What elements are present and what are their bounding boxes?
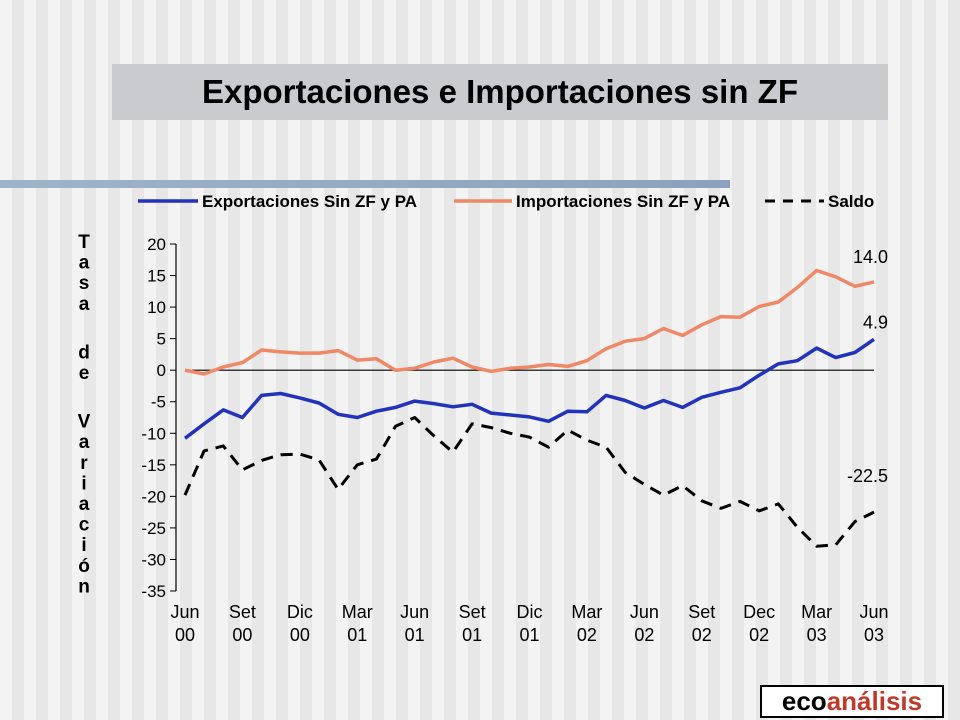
y-tick-label: 15	[147, 267, 166, 286]
y-tick-label: -25	[141, 519, 166, 538]
end-value-label: -22.5	[847, 466, 888, 486]
x-tick-label-year: 02	[749, 625, 769, 645]
x-tick-label: Mar	[571, 602, 602, 622]
logo-part-eco: eco	[781, 686, 827, 716]
x-tick-label-year: 02	[692, 625, 712, 645]
series-line-0	[183, 337, 875, 440]
end-value-label: 4.9	[863, 312, 888, 332]
x-tick-label: Mar	[801, 602, 832, 622]
y-axis-label-letter: c	[79, 515, 90, 536]
y-axis-label-letter: e	[79, 363, 90, 384]
y-tick-label: -10	[141, 424, 166, 443]
x-tick-label: Dic	[287, 602, 313, 622]
slide-title: Exportaciones e Importaciones sin ZF	[202, 73, 798, 110]
x-tick-label-year: 03	[864, 625, 884, 645]
y-axis-label-letter: a	[79, 494, 90, 515]
title-box: Exportaciones e Importaciones sin ZF	[112, 64, 888, 120]
y-axis-label-letter: a	[79, 294, 90, 315]
y-tick-label: 0	[157, 361, 166, 380]
y-axis-label-letter: T	[78, 232, 90, 253]
x-tick-label: Jun	[400, 602, 429, 622]
x-tick-label: Set	[688, 602, 715, 622]
x-tick-label: Dec	[743, 602, 775, 622]
x-tick-label-year: 00	[232, 625, 252, 645]
x-tick-label: Set	[459, 602, 486, 622]
y-axis-label-letter: a	[79, 253, 90, 274]
x-tick-label: Set	[229, 602, 256, 622]
y-axis-label-letter: ó	[78, 556, 90, 577]
x-tick-label-year: 02	[634, 625, 654, 645]
y-tick-label: -30	[141, 550, 166, 569]
x-tick-label-year: 02	[577, 625, 597, 645]
x-tick-label: Jun	[859, 602, 888, 622]
x-tick-label-year: 01	[462, 625, 482, 645]
y-axis-label-letter: a	[79, 432, 90, 453]
y-axis-label-letter: n	[78, 576, 90, 597]
legend-label: Exportaciones Sin ZF y PA	[202, 192, 417, 211]
series-line-2	[183, 416, 875, 548]
x-tick-label-year: 01	[519, 625, 539, 645]
y-tick-label: -15	[141, 456, 166, 475]
y-axis-label-letter: i	[81, 535, 86, 556]
y-tick-label: 10	[147, 298, 166, 317]
x-tick-label-year: 03	[807, 625, 827, 645]
decorative-rule	[0, 180, 730, 188]
x-tick-label-year: 01	[347, 625, 367, 645]
y-axis-label-letter: i	[81, 473, 86, 494]
y-tick-label: -20	[141, 487, 166, 506]
x-tick-label-year: 00	[290, 625, 310, 645]
x-tick-label-year: 01	[405, 625, 425, 645]
legend-label: Importaciones Sin ZF y PA	[516, 192, 730, 211]
ecoanalisis-logo: eco análisis	[760, 685, 944, 718]
y-axis-label-letter: r	[80, 453, 88, 474]
y-tick-label: -5	[151, 393, 166, 412]
x-tick-label: Jun	[630, 602, 659, 622]
y-tick-label: 5	[157, 330, 166, 349]
y-tick-label: 20	[147, 235, 166, 254]
y-axis-label-letter: s	[79, 273, 90, 294]
series-line-1	[184, 268, 875, 376]
x-tick-label: Mar	[342, 602, 373, 622]
x-tick-label: Jun	[170, 602, 199, 622]
x-tick-label-year: 00	[175, 625, 195, 645]
y-tick-label: -35	[141, 582, 166, 601]
end-value-label: 14.0	[853, 247, 888, 267]
logo-part-analisis: análisis	[826, 686, 923, 716]
y-axis-label-letter: d	[78, 342, 90, 363]
legend-label: Saldo	[828, 192, 874, 211]
x-tick-label: Dic	[517, 602, 543, 622]
y-axis-label-letter: V	[78, 412, 91, 433]
